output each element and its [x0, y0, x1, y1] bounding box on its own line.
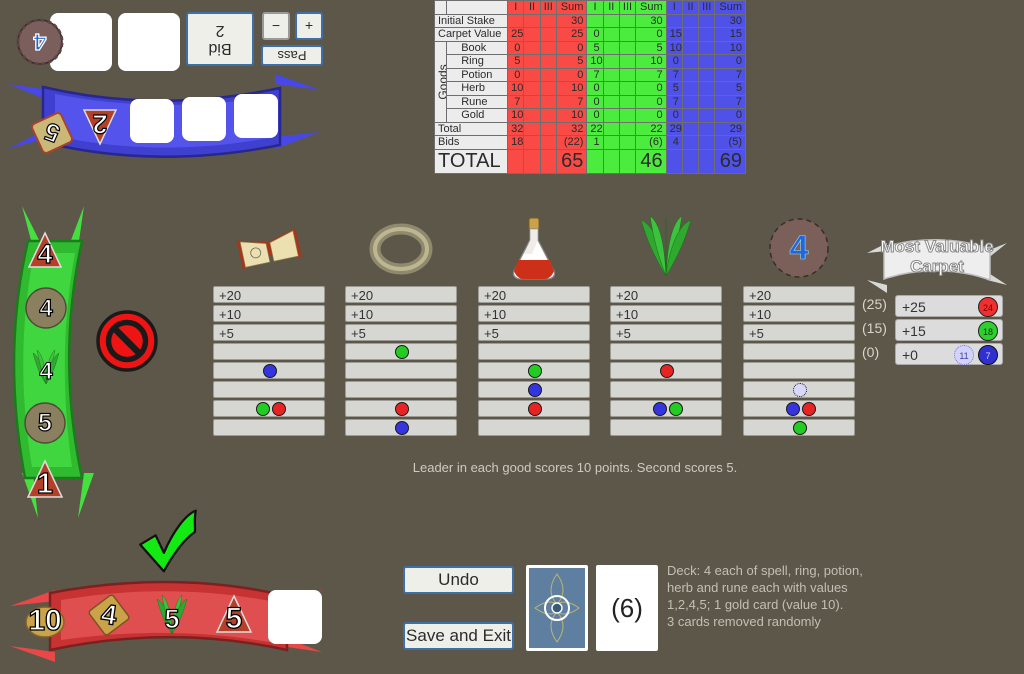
svg-text:4: 4 [39, 358, 53, 385]
svg-text:4: 4 [39, 295, 53, 322]
svg-text:10: 10 [28, 604, 61, 637]
svg-text:5: 5 [164, 604, 179, 634]
svg-text:5: 5 [226, 602, 243, 635]
svg-text:1: 1 [37, 468, 53, 500]
svg-text:5: 5 [38, 409, 52, 437]
svg-text:2: 2 [92, 109, 107, 139]
svg-text:4: 4 [790, 229, 809, 267]
svg-text:4: 4 [33, 29, 46, 55]
svg-text:4: 4 [37, 239, 52, 269]
